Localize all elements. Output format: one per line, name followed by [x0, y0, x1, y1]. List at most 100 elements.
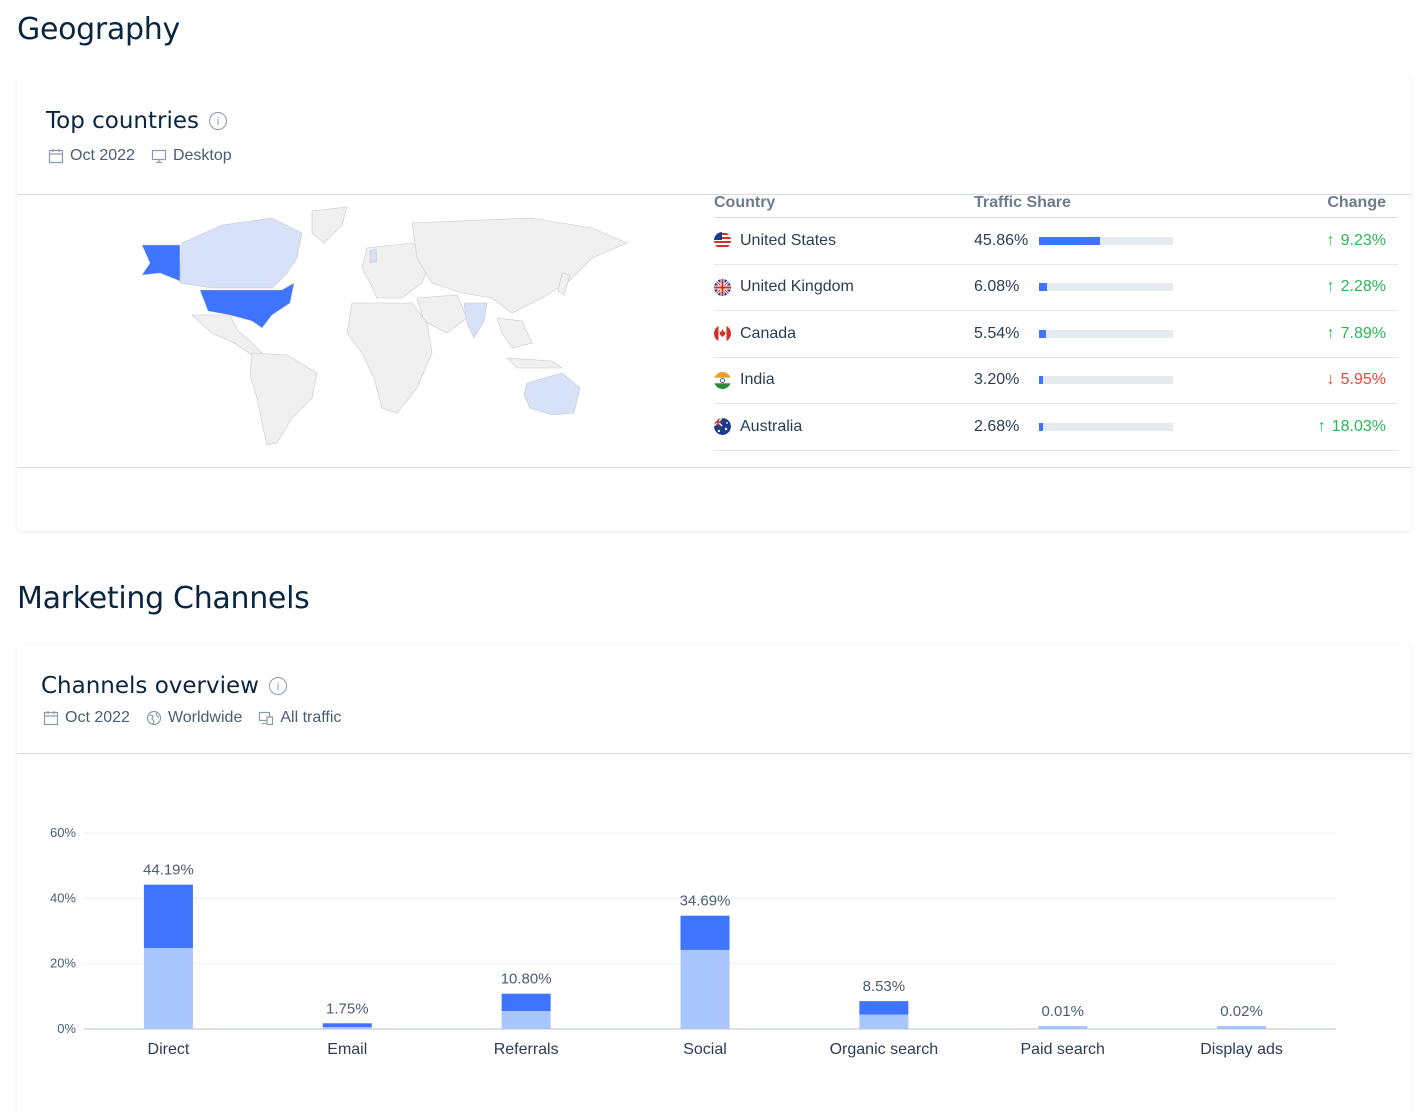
world-map[interactable]	[112, 203, 632, 448]
info-icon[interactable]: i	[268, 677, 287, 695]
arrow-up-icon: ↑	[1317, 417, 1326, 435]
change-value: 5.95%	[1340, 371, 1386, 389]
map-land	[191, 206, 628, 446]
header-country[interactable]: Country	[714, 193, 776, 211]
devices-icon	[259, 711, 274, 726]
date-filter: Oct 2022	[48, 147, 135, 165]
traffic-label: All traffic	[280, 709, 342, 726]
share-value: 6.08%	[974, 278, 1020, 296]
share-cell: 3.20%	[974, 371, 1188, 389]
ca-flag-icon	[714, 325, 731, 343]
y-tick-label: 60%	[50, 825, 76, 840]
divider	[17, 467, 1411, 468]
country-name[interactable]: Australia	[740, 417, 803, 435]
table-header: Country Traffic Share Change	[714, 188, 1398, 218]
top-countries-card: Top countries i Oct 2022 Desktop	[17, 78, 1411, 531]
device-filter: Desktop	[151, 147, 232, 165]
country-cell: United Kingdom	[714, 278, 974, 296]
card-meta: Oct 2022 Desktop	[48, 147, 242, 165]
country-name[interactable]: United States	[740, 231, 837, 249]
x-category-label: Display ads	[1200, 1041, 1283, 1058]
change-cell: ↑ 18.03%	[1188, 418, 1398, 436]
info-icon[interactable]: i	[209, 112, 227, 130]
date-label: Oct 2022	[70, 147, 135, 164]
calendar-icon	[43, 711, 59, 726]
date-label: Oct 2022	[65, 709, 130, 726]
table-row[interactable]: India 3.20% ↓ 5.95%	[714, 358, 1398, 404]
x-category-label: Social	[683, 1041, 727, 1058]
change-value: 18.03%	[1331, 417, 1386, 435]
share-bar-fill	[1039, 236, 1101, 245]
arrow-up-icon: ↑	[1326, 278, 1335, 296]
country-name[interactable]: United Kingdom	[740, 278, 854, 296]
share-bar	[1039, 329, 1173, 338]
share-bar	[1039, 422, 1173, 431]
share-value: 45.86%	[974, 231, 1029, 249]
map-canada	[179, 217, 303, 289]
bar-segment	[680, 915, 730, 950]
bar-segment	[143, 884, 193, 948]
country-cell: Canada	[714, 325, 974, 343]
share-bar-fill	[1039, 376, 1044, 385]
card-title: Top countries i	[46, 108, 227, 134]
bar-segment	[501, 1011, 551, 1029]
table-row[interactable]: Australia 2.68% ↑ 18.03%	[714, 404, 1398, 451]
x-category-label: Referrals	[494, 1041, 559, 1058]
y-tick-label: 20%	[50, 956, 76, 971]
channels-bar-chart: 0% 20% 40% 60% 44.19% Direct 1.75% Email 10.80% R…	[50, 825, 1336, 1058]
device-label: Desktop	[172, 147, 232, 164]
date-filter: Oct 2022	[43, 709, 130, 727]
bar-value-label: 44.19%	[143, 862, 194, 879]
bar-value-label: 34.69%	[680, 893, 731, 910]
bar-value-label: 10.80%	[501, 971, 552, 988]
divider	[17, 194, 1411, 195]
country-name[interactable]: Canada	[740, 324, 797, 342]
channels-overview-title: Channels overview	[41, 673, 259, 699]
top-countries-title: Top countries	[46, 108, 199, 134]
card-title: Channels overview i	[41, 673, 287, 699]
bar-segment	[1217, 1026, 1267, 1029]
uk-flag-icon	[714, 278, 731, 296]
bar-value-label: 0.02%	[1220, 1003, 1263, 1020]
table-row[interactable]: United States 45.86% ↑ 9.23%	[714, 218, 1398, 265]
countries-table: Country Traffic Share Change United Stat…	[714, 188, 1398, 451]
change-cell: ↓ 5.95%	[1188, 371, 1398, 389]
bar-segment	[322, 1026, 372, 1029]
bar-segment	[680, 949, 730, 1029]
bar-segment	[859, 1001, 909, 1015]
x-category-label: Paid search	[1020, 1041, 1105, 1058]
table-row[interactable]: Canada 5.54% ↑ 7.89%	[714, 311, 1398, 358]
share-bar-fill	[1039, 283, 1048, 292]
share-cell: 5.54%	[974, 325, 1188, 343]
change-value: 2.28%	[1340, 278, 1386, 296]
map-australia	[523, 372, 581, 416]
x-category-label: Direct	[148, 1041, 190, 1058]
y-tick-label: 40%	[50, 890, 76, 905]
country-cell: India	[714, 371, 974, 389]
bar-segment	[1038, 1026, 1088, 1029]
calendar-icon	[48, 149, 64, 164]
table-row[interactable]: United Kingdom 6.08% ↑ 2.28%	[714, 265, 1398, 311]
header-traffic-share[interactable]: Traffic Share	[974, 193, 1071, 211]
x-category-label: Email	[327, 1041, 367, 1058]
traffic-filter: All traffic	[258, 709, 341, 727]
share-cell: 45.86%	[974, 232, 1188, 250]
country-name[interactable]: India	[740, 371, 775, 389]
arrow-up-icon: ↑	[1326, 324, 1335, 342]
header-change[interactable]: Change	[1327, 193, 1386, 211]
country-cell: Australia	[714, 418, 974, 436]
share-bar-fill	[1039, 329, 1047, 338]
arrow-up-icon: ↑	[1326, 231, 1335, 249]
in-flag-icon	[714, 371, 731, 389]
map-india	[463, 302, 488, 339]
au-flag-icon	[714, 418, 731, 436]
divider	[17, 753, 1411, 754]
channels-overview-card: Channels overview i Oct 2022 Worldwide A…	[17, 645, 1411, 1111]
share-bar-fill	[1039, 422, 1043, 431]
bar-segment	[859, 1014, 909, 1029]
country-cell: United States	[714, 232, 974, 250]
map-alaska	[141, 244, 181, 282]
share-cell: 2.68%	[974, 418, 1188, 436]
bar-value-label: 8.53%	[863, 978, 906, 995]
bar-segment	[143, 947, 193, 1029]
